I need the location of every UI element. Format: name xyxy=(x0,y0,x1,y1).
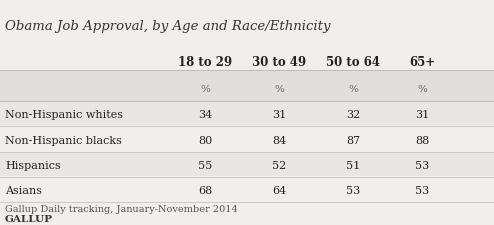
Text: %: % xyxy=(348,84,358,93)
Text: Obama Job Approval, by Age and Race/Ethnicity: Obama Job Approval, by Age and Race/Ethn… xyxy=(5,20,330,33)
Text: Hispanics: Hispanics xyxy=(5,160,61,170)
Text: GALLUP: GALLUP xyxy=(5,214,53,223)
Text: 18 to 29: 18 to 29 xyxy=(178,55,232,68)
Text: 31: 31 xyxy=(272,110,286,120)
Text: %: % xyxy=(200,84,210,93)
FancyBboxPatch shape xyxy=(0,103,494,126)
Text: 51: 51 xyxy=(346,160,360,170)
Text: Non-Hispanic whites: Non-Hispanic whites xyxy=(5,110,123,120)
FancyBboxPatch shape xyxy=(0,153,494,176)
Text: Gallup Daily tracking, January-November 2014: Gallup Daily tracking, January-November … xyxy=(5,204,238,213)
Text: 31: 31 xyxy=(415,110,429,120)
Text: Asians: Asians xyxy=(5,185,42,195)
Text: 80: 80 xyxy=(198,135,212,145)
Text: 34: 34 xyxy=(198,110,212,120)
Text: 53: 53 xyxy=(346,185,360,195)
Text: 32: 32 xyxy=(346,110,360,120)
Text: 68: 68 xyxy=(198,185,212,195)
Text: 65+: 65+ xyxy=(410,55,435,68)
Text: 87: 87 xyxy=(346,135,360,145)
Text: %: % xyxy=(417,84,427,93)
Text: 64: 64 xyxy=(272,185,286,195)
Text: 53: 53 xyxy=(415,160,429,170)
Text: 88: 88 xyxy=(415,135,429,145)
Text: 52: 52 xyxy=(272,160,286,170)
FancyBboxPatch shape xyxy=(0,71,494,102)
FancyBboxPatch shape xyxy=(0,178,494,202)
Text: 30 to 49: 30 to 49 xyxy=(252,55,306,68)
Text: 55: 55 xyxy=(198,160,212,170)
FancyBboxPatch shape xyxy=(0,128,494,151)
Text: %: % xyxy=(274,84,284,93)
Text: Non-Hispanic blacks: Non-Hispanic blacks xyxy=(5,135,122,145)
Text: 50 to 64: 50 to 64 xyxy=(326,55,380,68)
Text: 53: 53 xyxy=(415,185,429,195)
Text: 84: 84 xyxy=(272,135,286,145)
